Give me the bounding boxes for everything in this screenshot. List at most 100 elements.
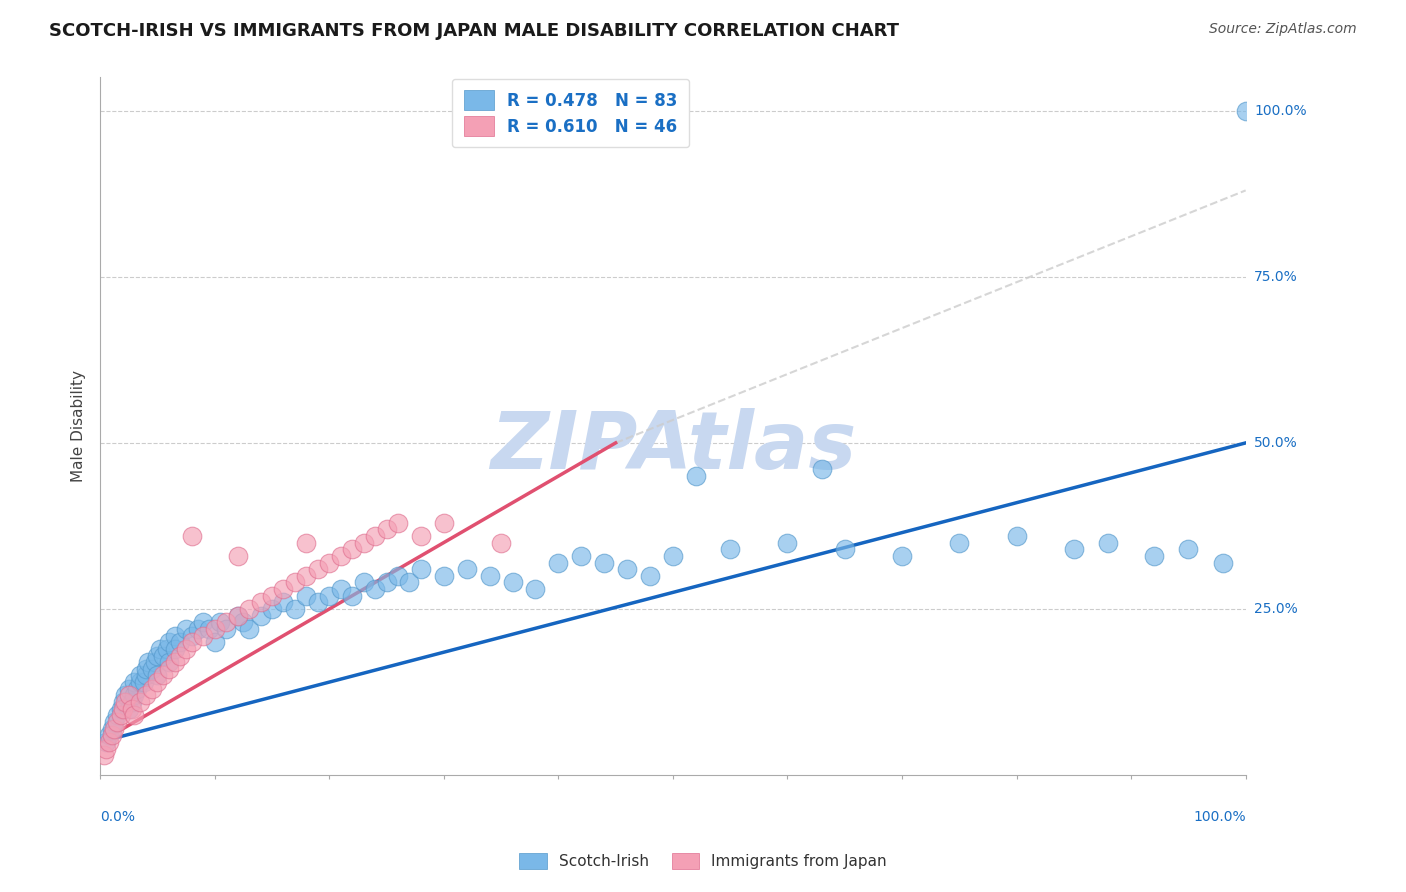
Text: ZIPAtlas: ZIPAtlas — [489, 409, 856, 486]
Point — [204, 635, 226, 649]
Point — [163, 641, 186, 656]
Point — [98, 735, 121, 749]
Point — [260, 589, 283, 603]
Point — [569, 549, 592, 563]
Point — [478, 569, 501, 583]
Point — [307, 595, 329, 609]
Point — [174, 641, 197, 656]
Point — [193, 615, 215, 630]
Point — [685, 469, 707, 483]
Legend: R = 0.478   N = 83, R = 0.610   N = 46: R = 0.478 N = 83, R = 0.610 N = 46 — [453, 78, 689, 147]
Point — [118, 689, 141, 703]
Point — [226, 608, 249, 623]
Point — [1063, 542, 1085, 557]
Point — [295, 589, 318, 603]
Point — [141, 681, 163, 696]
Point — [273, 595, 295, 609]
Point — [547, 556, 569, 570]
Point — [157, 655, 180, 669]
Point — [387, 516, 409, 530]
Point — [616, 562, 638, 576]
Point — [409, 562, 432, 576]
Point — [157, 662, 180, 676]
Point — [152, 668, 174, 682]
Point — [209, 615, 232, 630]
Point — [638, 569, 661, 583]
Point — [593, 556, 616, 570]
Point — [180, 635, 202, 649]
Point — [456, 562, 478, 576]
Point — [249, 608, 271, 623]
Point — [146, 668, 169, 682]
Point — [94, 735, 117, 749]
Point — [1177, 542, 1199, 557]
Point — [238, 602, 260, 616]
Point — [98, 728, 121, 742]
Point — [121, 695, 143, 709]
Point — [948, 535, 970, 549]
Point — [353, 535, 375, 549]
Point — [169, 635, 191, 649]
Point — [105, 708, 128, 723]
Point — [387, 569, 409, 583]
Point — [375, 522, 398, 536]
Point — [295, 535, 318, 549]
Point — [776, 535, 799, 549]
Point — [318, 556, 340, 570]
Point — [834, 542, 856, 557]
Point — [121, 701, 143, 715]
Text: 100.0%: 100.0% — [1194, 810, 1246, 824]
Text: 100.0%: 100.0% — [1254, 103, 1306, 118]
Point — [318, 589, 340, 603]
Point — [124, 675, 146, 690]
Point — [284, 602, 307, 616]
Point — [129, 695, 152, 709]
Point — [1234, 103, 1257, 118]
Point — [329, 582, 352, 596]
Point — [307, 562, 329, 576]
Point — [226, 608, 249, 623]
Point — [141, 662, 163, 676]
Point — [125, 681, 148, 696]
Text: 25.0%: 25.0% — [1254, 602, 1298, 616]
Point — [249, 595, 271, 609]
Point — [180, 529, 202, 543]
Point — [232, 615, 254, 630]
Point — [1212, 556, 1234, 570]
Text: 75.0%: 75.0% — [1254, 269, 1298, 284]
Point — [124, 689, 146, 703]
Point — [149, 641, 172, 656]
Point — [193, 629, 215, 643]
Point — [180, 629, 202, 643]
Point — [100, 722, 122, 736]
Point — [502, 575, 524, 590]
Point — [152, 648, 174, 663]
Point — [105, 714, 128, 729]
Point — [163, 655, 186, 669]
Point — [169, 648, 191, 663]
Point — [146, 648, 169, 663]
Point — [340, 589, 363, 603]
Point — [146, 675, 169, 690]
Y-axis label: Male Disability: Male Disability — [72, 370, 86, 483]
Point — [364, 529, 387, 543]
Point — [132, 675, 155, 690]
Point — [409, 529, 432, 543]
Text: 50.0%: 50.0% — [1254, 436, 1298, 450]
Point — [273, 582, 295, 596]
Point — [284, 575, 307, 590]
Point — [100, 728, 122, 742]
Point — [155, 641, 177, 656]
Point — [489, 535, 512, 549]
Point — [433, 516, 456, 530]
Point — [215, 622, 238, 636]
Point — [110, 708, 132, 723]
Point — [136, 655, 159, 669]
Point — [353, 575, 375, 590]
Point — [103, 714, 125, 729]
Point — [163, 629, 186, 643]
Point — [329, 549, 352, 563]
Point — [114, 689, 136, 703]
Point — [94, 741, 117, 756]
Point — [135, 689, 157, 703]
